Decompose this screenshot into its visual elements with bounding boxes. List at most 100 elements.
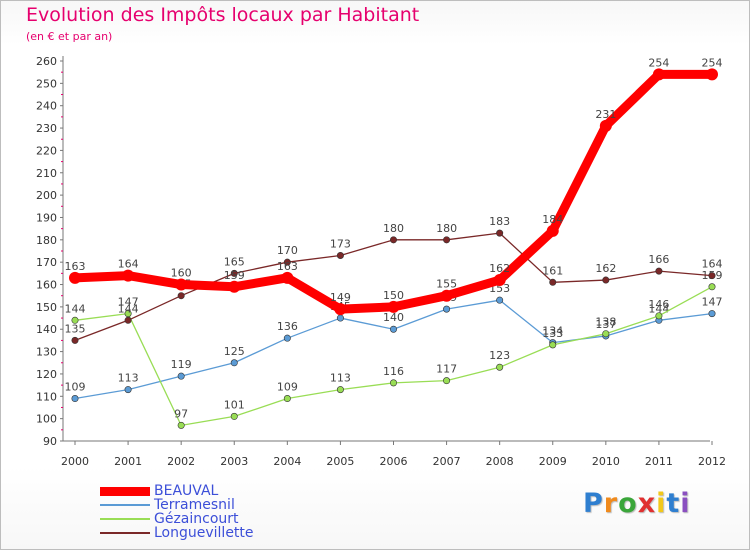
data-label: 180 [383,222,404,235]
data-label: 164 [702,258,723,271]
y-tick-label: 140 [36,323,57,336]
y-tick-label: 160 [36,279,57,292]
data-point [652,68,665,81]
data-label: 164 [118,258,139,271]
data-point [602,276,610,284]
x-tick-label: 2007 [433,455,461,468]
data-point [124,310,132,318]
data-label: 109 [277,381,298,394]
logo-letter: x [637,488,657,519]
x-tick-label: 2011 [645,455,673,468]
x-tick-label: 2003 [220,455,248,468]
data-point [124,386,132,394]
legend-swatch [100,532,150,534]
data-label: 150 [383,289,404,302]
data-label: 173 [330,237,351,250]
data-point [71,336,79,344]
y-tick-label: 130 [36,346,57,359]
logo-letter: i [656,488,667,519]
data-point [177,292,185,300]
y-tick-label: 170 [36,256,57,269]
y-tick-label: 220 [36,144,57,157]
data-point [443,377,451,385]
data-point [708,283,716,291]
data-label: 125 [224,345,245,358]
data-point [389,379,397,387]
data-label: 161 [542,264,563,277]
legend-swatch [100,518,150,520]
y-tick-label: 90 [43,435,57,448]
x-tick-label: 2001 [114,455,142,468]
data-label: 136 [277,320,298,333]
data-label: 163 [277,260,298,273]
data-point [443,305,451,313]
data-point [440,289,453,302]
data-label: 119 [171,358,192,371]
data-point [496,363,504,371]
data-label: 137 [595,318,616,331]
y-tick-label: 110 [36,390,57,403]
legend-item: BEAUVAL [100,484,254,498]
data-label: 101 [224,398,245,411]
data-point [283,334,291,342]
data-point [389,236,397,244]
data-label: 140 [383,311,404,324]
y-tick-label: 120 [36,368,57,381]
data-point [496,296,504,304]
data-label: 170 [277,244,298,257]
data-label: 163 [65,260,86,273]
data-point [602,330,610,338]
data-label: 135 [65,322,86,335]
data-point [230,269,238,277]
y-tick-label: 240 [36,100,57,113]
data-point [230,359,238,367]
x-tick-label: 2005 [326,455,354,468]
data-point [175,278,188,291]
y-tick-label: 100 [36,413,57,426]
legend-item: Terramesnil [100,498,254,512]
data-point [336,386,344,394]
data-label: 144 [648,302,669,315]
data-label: 138 [595,316,616,329]
data-label: 166 [648,253,669,266]
data-label: 97 [174,407,188,420]
legend-swatch [100,504,150,506]
data-label: 254 [702,56,723,69]
data-label: 184 [542,213,563,226]
data-label: 123 [489,349,510,362]
x-tick-label: 2010 [592,455,620,468]
data-point [124,316,132,324]
x-tick-label: 2004 [273,455,301,468]
data-label: 165 [224,255,245,268]
data-point [177,372,185,380]
legend-label: Terramesnil [154,497,235,513]
data-point [230,412,238,420]
data-label: 183 [489,215,510,228]
data-point [69,271,81,284]
data-label: 116 [383,365,404,378]
data-point [443,236,451,244]
logo-letter: t [666,488,681,519]
logo-letter: i [680,488,691,519]
x-tick-label: 2009 [539,455,567,468]
data-point [283,258,291,266]
y-tick-label: 260 [36,55,57,68]
y-tick-label: 200 [36,189,57,202]
data-point [496,229,504,237]
data-label: 160 [171,267,192,280]
y-tick-label: 230 [36,122,57,135]
chart-title: Evolution des Impôts locaux par Habitant [26,4,420,26]
data-label: 147 [702,296,723,309]
x-tick-label: 2008 [486,455,514,468]
chart-legend: BEAUVAL Terramesnil Gézaincourt Longueville… [100,484,254,540]
data-label: 159 [224,269,245,282]
x-tick-label: 2002 [167,455,195,468]
y-tick-label: 180 [36,234,57,247]
data-point [336,251,344,259]
data-point [549,278,557,286]
legend-label: Longuevillette [154,525,254,541]
y-tick-label: 190 [36,211,57,224]
data-label: 134 [542,325,563,338]
data-label: 109 [65,381,86,394]
data-label: 231 [595,108,616,121]
